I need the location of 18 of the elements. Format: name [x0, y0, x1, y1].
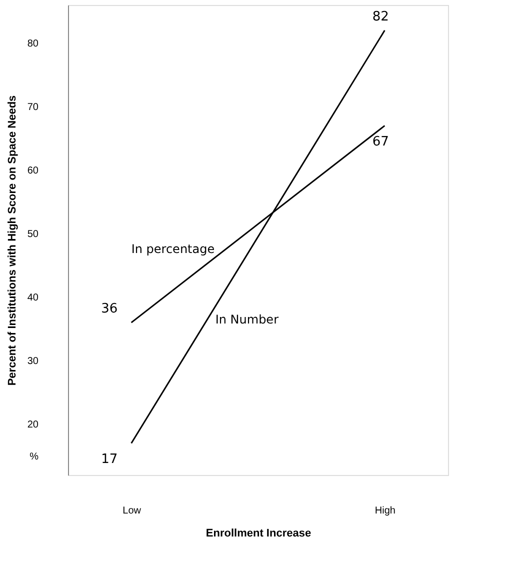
- series-label: In percentage: [131, 242, 215, 256]
- data-label: 17: [101, 452, 118, 468]
- y-tick-label: 40: [27, 292, 39, 304]
- y-axis-title: Percent of Institutions with High Score on Space Needs: [6, 95, 18, 386]
- x-tick-label: Low: [122, 506, 142, 516]
- y-tick-label: 60: [27, 166, 39, 177]
- data-label: 82: [372, 9, 389, 24]
- y-tick-label: 20: [27, 420, 39, 431]
- data-label: 36: [101, 302, 118, 317]
- y-tick-label: 30: [27, 356, 39, 368]
- x-axis-title: Enrollment Increase: [206, 528, 312, 540]
- y-tick-label: %: [30, 451, 39, 462]
- y-tick-label: 70: [27, 102, 39, 114]
- series-label: In Number: [215, 312, 279, 326]
- data-label: 67: [372, 134, 389, 150]
- y-tick-label: 80: [27, 38, 39, 50]
- x-tick-label: High: [374, 506, 396, 516]
- y-tick-label: 50: [27, 229, 39, 240]
